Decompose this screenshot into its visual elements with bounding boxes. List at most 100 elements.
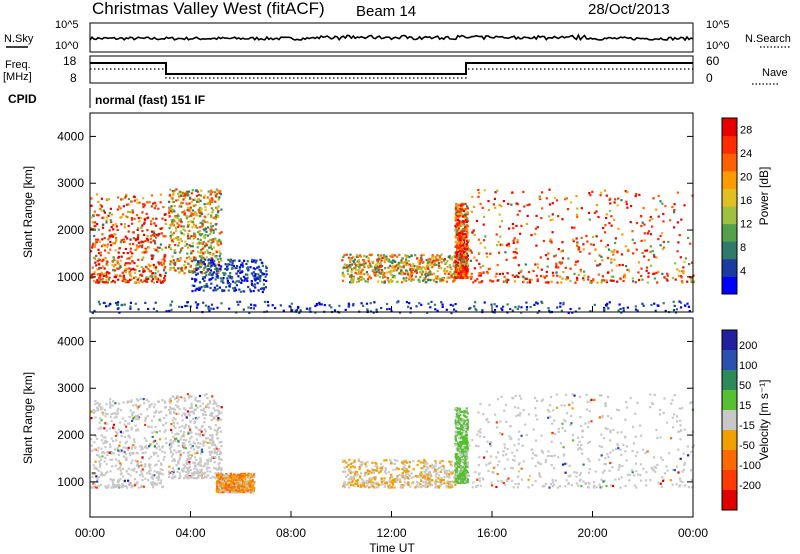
power-cell: [99, 207, 102, 210]
power-cell: [528, 203, 531, 206]
power-cell: [205, 274, 208, 277]
power-cell: [168, 206, 171, 209]
power-cell: [512, 239, 515, 242]
power-cell: [512, 251, 515, 254]
power-cell: [133, 268, 136, 271]
power-cell: [187, 215, 190, 218]
velocity-cell: [236, 490, 239, 493]
power-cell: [91, 221, 94, 224]
velocity-cell: [433, 467, 436, 470]
velocity-cell: [130, 484, 133, 487]
power-cell: [426, 261, 429, 264]
power-cell: [459, 252, 462, 255]
velocity-cell: [163, 400, 167, 403]
power-cell: [231, 264, 234, 267]
power-cell: [131, 211, 135, 214]
power-cell: [551, 202, 554, 205]
power-cell: [241, 265, 244, 268]
velocity-cell: [367, 480, 370, 483]
power-cell: [153, 233, 156, 236]
velocity-cell: [189, 430, 192, 433]
velocity-cell: [214, 448, 217, 451]
power-cell: [534, 263, 537, 266]
velocity-cell: [116, 446, 119, 449]
power-cell: [495, 233, 498, 236]
velocity-cell: [179, 455, 182, 458]
power-cell: [203, 276, 206, 279]
power-cell: [371, 253, 374, 256]
power-cell: [462, 203, 465, 206]
power-cell: [249, 266, 252, 269]
velocity-cell: [97, 469, 100, 472]
velocity-cell: [204, 440, 207, 443]
power-cell: [234, 286, 237, 289]
velocity-cell: [351, 481, 354, 484]
power-cell: [551, 213, 554, 216]
power-cell: [186, 190, 189, 193]
velocity-cell: [373, 486, 376, 489]
power-cell: [207, 202, 210, 205]
power-cell: [98, 277, 101, 280]
power-cell: [198, 255, 201, 258]
velocity-cell: [194, 464, 197, 467]
velocity-cell: [172, 471, 175, 474]
power-cell: [219, 193, 222, 196]
velocity-cell: [169, 444, 172, 447]
velocity-cell: [446, 482, 449, 485]
power-cell: [515, 224, 518, 227]
power-cell: [203, 196, 206, 199]
power-cell: [298, 311, 301, 314]
power-cell: [196, 246, 199, 249]
power-cell: [148, 275, 151, 278]
power-cell: [460, 212, 463, 216]
power-cell: [372, 311, 375, 314]
velocity-cell: [189, 443, 192, 446]
power-cell: [625, 200, 628, 203]
velocity-cell: [203, 417, 206, 420]
power-cell: [490, 280, 493, 283]
power-cell: [408, 302, 411, 305]
power-cell: [106, 260, 109, 263]
power-cell: [219, 277, 223, 280]
power-cell: [176, 259, 179, 262]
power-cell: [538, 309, 541, 313]
velocity-cell: [357, 479, 360, 482]
power-cell: [124, 267, 128, 271]
power-cell: [433, 261, 437, 264]
power-cell: [137, 308, 140, 311]
power-cell: [96, 279, 99, 282]
velocity-cell: [407, 483, 410, 486]
velocity-cell: [103, 452, 106, 455]
velocity-cell: [200, 468, 203, 471]
power-cell: [349, 253, 352, 256]
power-cell: [111, 264, 114, 267]
velocity-cell: [209, 470, 212, 473]
velocity-cell: [153, 474, 156, 477]
power-cell: [538, 196, 541, 199]
power-cell: [545, 270, 548, 273]
velocity-cell: [157, 478, 160, 482]
power-cell: [206, 264, 210, 267]
power-cell: [102, 209, 106, 212]
power-cell: [464, 235, 467, 239]
power-cell: [349, 257, 352, 260]
power-cell: [402, 265, 405, 268]
power-cell: [147, 241, 150, 244]
velocity-cell: [191, 410, 194, 413]
power-cell: [342, 266, 346, 269]
power-cell: [559, 275, 562, 278]
power-cell: [192, 217, 195, 220]
power-cell: [197, 231, 200, 234]
power-cell: [643, 255, 646, 258]
power-cell: [200, 241, 203, 244]
power-cell: [440, 253, 443, 256]
power-cell: [465, 225, 468, 228]
power-cell: [582, 279, 585, 282]
velocity-cell: [115, 413, 118, 416]
power-cell: [178, 241, 181, 244]
power-cell: [350, 257, 353, 260]
power-cell: [594, 248, 597, 251]
velocity-cell: [206, 463, 209, 466]
power-cell: [466, 241, 469, 244]
velocity-cell: [446, 475, 449, 478]
